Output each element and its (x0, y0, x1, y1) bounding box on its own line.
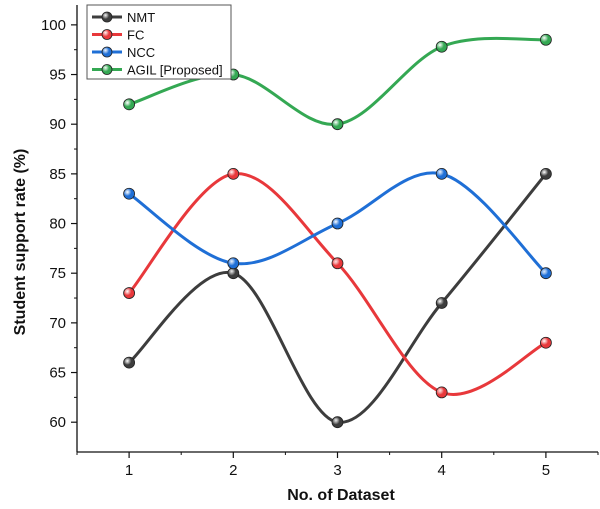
data-point-agil-proposed (435, 40, 448, 53)
data-point-ncc (435, 167, 448, 180)
y-tick-label: 100 (41, 17, 66, 34)
x-tick-label: 1 (125, 462, 133, 479)
x-tick-label: 4 (438, 462, 446, 479)
data-point-agil-proposed (123, 98, 136, 111)
y-tick-label: 80 (49, 216, 66, 233)
data-point-fc (123, 287, 136, 299)
x-tick-label: 3 (333, 462, 341, 479)
data-point-fc (435, 386, 448, 399)
data-point-ncc (227, 257, 240, 270)
legend-label: NCC (127, 45, 155, 60)
legend-swatch-marker (101, 64, 113, 75)
x-tick-label: 5 (542, 462, 550, 479)
data-point-fc (540, 336, 552, 349)
y-axis-title: Student support rate (%) (12, 149, 29, 336)
data-point-fc (227, 167, 240, 180)
data-point-ncc (331, 217, 344, 230)
y-tick-label: 65 (49, 365, 66, 382)
legend-item-ncc: NCC (92, 45, 155, 60)
data-point-nmt (227, 267, 240, 280)
legend-item-fc: FC (92, 28, 144, 43)
y-tick-label: 60 (49, 414, 66, 431)
legend-label: AGIL [Proposed] (127, 63, 223, 78)
legend-swatch-marker (101, 46, 113, 58)
series-line-fc (127, 172, 547, 396)
x-axis-title: No. of Dataset (287, 487, 395, 504)
y-tick-label: 90 (49, 116, 66, 133)
y-tick-label: 75 (49, 265, 66, 282)
data-point-ncc (123, 187, 136, 200)
series-fc (123, 167, 552, 399)
legend-swatch-marker (101, 29, 113, 40)
series-ncc (123, 167, 552, 280)
data-point-agil-proposed (331, 118, 344, 131)
legend-label: FC (127, 28, 144, 43)
legend-item-nmt: NMT (92, 10, 155, 25)
axes: 60 65 70 75 80 85 90 95 100 1 2 3 4 5 (41, 5, 599, 479)
data-point-nmt (435, 297, 448, 309)
series-layer (123, 33, 552, 429)
data-point-agil-proposed (540, 33, 552, 46)
x-tick-label: 2 (229, 462, 237, 479)
y-tick-label: 70 (49, 315, 66, 332)
data-point-nmt (123, 356, 136, 369)
series-nmt (123, 167, 552, 429)
legend-swatch-marker (101, 11, 113, 23)
legend-label: NMT (127, 10, 155, 25)
data-point-nmt (540, 167, 552, 180)
data-point-nmt (331, 416, 344, 429)
y-tick-label: 85 (49, 166, 66, 183)
y-tick-label: 95 (49, 67, 66, 84)
legend: NMT FC NCC AGIL [Proposed] (86, 4, 232, 80)
data-point-fc (331, 257, 344, 270)
data-point-ncc (540, 267, 552, 280)
legend-item-agil-proposed: AGIL [Proposed] (92, 63, 223, 78)
